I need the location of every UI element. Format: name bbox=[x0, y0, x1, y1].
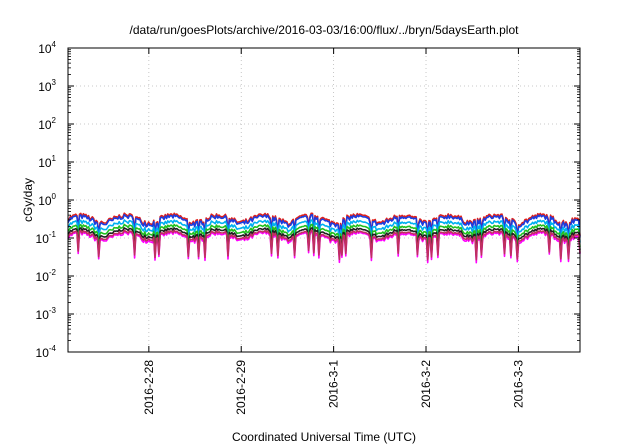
grid bbox=[68, 48, 580, 352]
y-tick-label: 100 bbox=[38, 192, 56, 208]
x-tick-label: 2016-3-1 bbox=[327, 360, 341, 408]
y-tick-label: 10-4 bbox=[36, 344, 57, 360]
y-axis-label: cGy/day bbox=[21, 178, 35, 222]
y-axis: 10-4 10-3 10-2 10-1 100 101 102 103 104 bbox=[36, 40, 580, 360]
x-tick-label: 2016-3-3 bbox=[511, 360, 525, 408]
series-line bbox=[67, 213, 581, 240]
series-layer bbox=[67, 212, 581, 264]
x-tick-label: 2016-2-28 bbox=[142, 360, 156, 415]
x-tick-label: 2016-3-2 bbox=[419, 360, 433, 408]
y-tick-label: 10-2 bbox=[36, 268, 57, 284]
series-line bbox=[67, 219, 581, 245]
y-tick-label: 10-1 bbox=[36, 230, 57, 246]
y-tick-label: 10-3 bbox=[36, 306, 57, 322]
y-tick-label: 104 bbox=[38, 40, 56, 56]
x-axis: 2016-2-28 2016-2-29 2016-3-1 2016-3-2 2016-3… bbox=[142, 48, 525, 415]
y-tick-label: 101 bbox=[38, 154, 56, 170]
x-tick-label: 2016-2-29 bbox=[234, 360, 248, 415]
series-line bbox=[67, 229, 581, 261]
x-axis-label: Coordinated Universal Time (UTC) bbox=[232, 430, 416, 444]
series-line bbox=[67, 227, 581, 258]
y-tick-label: 103 bbox=[38, 78, 56, 94]
y-tick-label: 102 bbox=[38, 116, 56, 132]
chart-title: /data/run/goesPlots/archive/2016-03-03/1… bbox=[130, 23, 520, 37]
series-line bbox=[67, 223, 581, 251]
